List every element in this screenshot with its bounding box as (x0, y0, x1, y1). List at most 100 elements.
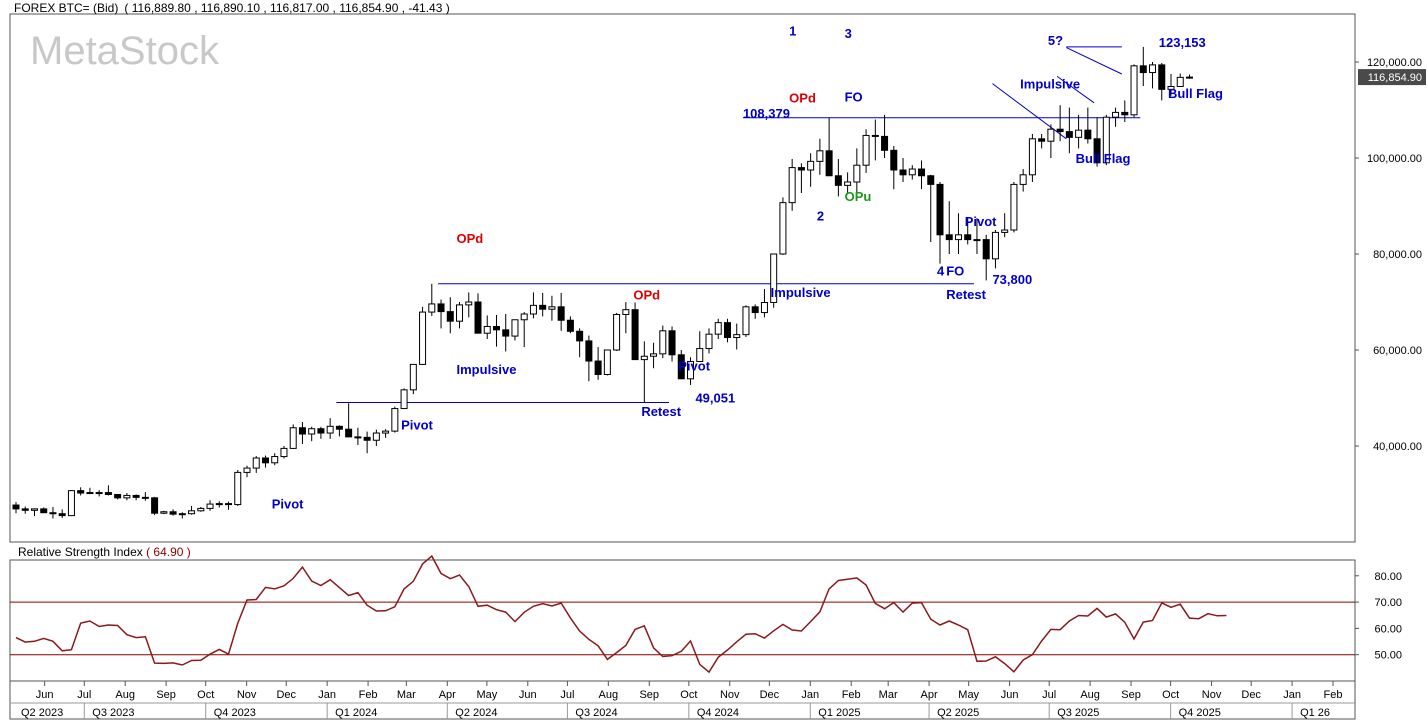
chart-annotation: 73,800 (992, 272, 1032, 287)
chart-annotation: Bull Flag (1076, 151, 1131, 166)
candle-up (280, 447, 288, 458)
month-tick-label: Aug (115, 689, 135, 701)
rsi-title-label: Relative Strength Index (18, 545, 143, 559)
month-tick-label: May (958, 689, 979, 701)
candle-up (1167, 85, 1175, 90)
candle-up (640, 355, 648, 361)
chart-annotation: Retest (641, 404, 681, 419)
month-tick-label: Jul (77, 689, 91, 701)
candle-down (631, 309, 639, 361)
candle-up (705, 333, 713, 350)
trend-line (1056, 75, 1095, 104)
candle-down (881, 135, 889, 151)
candle-up (844, 181, 852, 186)
candle-up (215, 503, 223, 506)
candle-up (456, 304, 464, 322)
candle-down (58, 513, 66, 517)
quarter-tick-label: Q3 2025 (1057, 707, 1099, 719)
candle-up (613, 313, 621, 351)
candle-up (188, 510, 196, 515)
candle-up (659, 330, 667, 355)
trend-line (1066, 47, 1123, 75)
candle-down (566, 319, 574, 332)
month-tick-label: Sep (156, 689, 176, 701)
last-price-tag (1358, 69, 1426, 86)
chart-annotation: 2 (817, 208, 824, 223)
chart-annotation: 49,051 (695, 391, 735, 406)
chart-annotation: Impulsive (771, 285, 831, 300)
candle-up (206, 503, 214, 509)
candle-down (1093, 138, 1101, 164)
chart-annotation: Retest (946, 287, 986, 302)
candle-down (335, 425, 343, 430)
chart-annotation: OPd (457, 231, 484, 246)
candle-up (520, 313, 528, 321)
candle-down (677, 354, 685, 380)
month-tick-label: Nov (720, 689, 740, 701)
candle-up (650, 353, 658, 357)
price-tick-label: 120,000.00 (1367, 57, 1422, 69)
chart-annotation: Pivot (678, 359, 710, 374)
chart-header: FOREX BTC= (Bid) ( 116,889.80 , 116,890.1… (14, 1, 456, 15)
quarter-tick-label: Q2 2023 (21, 707, 63, 719)
candle-up (252, 457, 260, 469)
candle-down (751, 306, 759, 314)
candle-up (483, 325, 491, 334)
candle-up (1102, 116, 1110, 164)
candle-down (927, 175, 935, 185)
candle-up (123, 494, 131, 499)
candle-up (807, 160, 815, 171)
candle-up (973, 239, 981, 242)
candle-down (594, 360, 602, 375)
candle-down (40, 508, 48, 514)
quarter-tick-label: Q2 2024 (455, 707, 497, 719)
candle-down (12, 504, 20, 510)
candle-down (141, 496, 149, 499)
candle-up (788, 167, 796, 204)
rsi-tick-label: 60.00 (1374, 623, 1402, 635)
candle-up (465, 301, 473, 306)
candle-up (160, 511, 168, 514)
chart-annotation: 123,153 (1159, 35, 1206, 50)
candle-up (1130, 65, 1138, 116)
candle-up (326, 425, 334, 434)
month-tick-label: Jun (519, 689, 537, 701)
candle-up (511, 319, 519, 337)
candle-down (964, 234, 972, 241)
month-tick-label: Apr (921, 689, 938, 701)
month-tick-label: Jul (560, 689, 574, 701)
rsi-tick-label: 70.00 (1374, 597, 1402, 609)
candle-up (391, 408, 399, 432)
month-tick-label: Mar (879, 689, 898, 701)
candle-up (1176, 76, 1184, 87)
chart-annotation: 3 (845, 26, 852, 41)
candle-up (954, 234, 962, 241)
candle-down (21, 508, 29, 511)
candle-up (1185, 76, 1193, 79)
candle-up (714, 322, 722, 335)
candle-up (1149, 64, 1157, 74)
candle-up (1001, 229, 1009, 233)
candle-down (899, 169, 907, 176)
candle-down (797, 167, 805, 171)
candle-down (871, 134, 879, 137)
chart-annotation: 1 (789, 24, 796, 39)
rsi-line (15, 554, 1227, 674)
chart-annotation: OPd (633, 288, 660, 303)
candle-up (178, 513, 186, 516)
candle-down (557, 306, 565, 321)
candle-up (760, 301, 768, 314)
candle-down (261, 457, 269, 464)
candle-down (1158, 64, 1166, 90)
candle-down (77, 490, 85, 494)
candle-down (1065, 131, 1073, 138)
chart-annotation: 4 (937, 264, 945, 279)
quarter-tick-label: Q1 2025 (818, 707, 860, 719)
candle-down (114, 493, 122, 499)
price-tick-label: 40,000.00 (1373, 441, 1422, 453)
month-tick-label: May (476, 689, 497, 701)
month-tick-label: Nov (1202, 689, 1222, 701)
candle-down (1139, 65, 1147, 74)
candle-down (890, 149, 898, 171)
month-tick-label: Aug (1080, 689, 1100, 701)
